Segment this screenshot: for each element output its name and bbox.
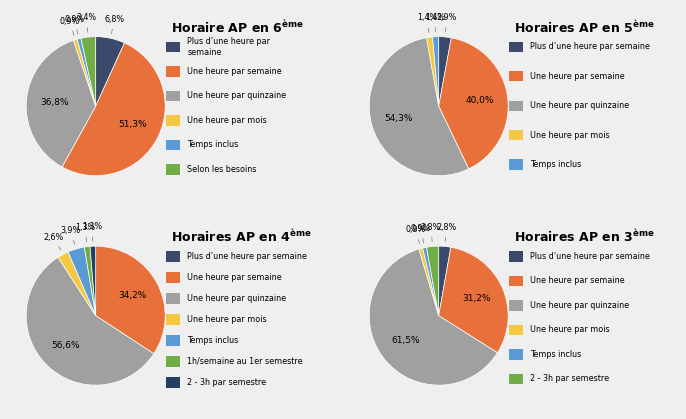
Text: Une heure par quinzaine: Une heure par quinzaine <box>530 301 630 310</box>
FancyBboxPatch shape <box>166 164 180 175</box>
Text: Selon les besoins: Selon les besoins <box>187 165 257 174</box>
Wedge shape <box>95 37 124 106</box>
Text: Horaires AP en 5$^{\mathbf{ème}}$: Horaires AP en 5$^{\mathbf{ème}}$ <box>514 18 655 35</box>
FancyBboxPatch shape <box>166 293 180 303</box>
FancyBboxPatch shape <box>166 42 180 52</box>
Text: 61,5%: 61,5% <box>391 336 420 345</box>
Wedge shape <box>423 247 438 316</box>
FancyBboxPatch shape <box>166 140 180 150</box>
Wedge shape <box>26 257 154 385</box>
FancyBboxPatch shape <box>509 325 523 335</box>
Text: 40,0%: 40,0% <box>466 96 495 105</box>
Text: 2,6%: 2,6% <box>44 233 64 250</box>
Text: Temps inclus: Temps inclus <box>187 140 239 150</box>
Wedge shape <box>419 248 438 316</box>
Text: 1,3%: 1,3% <box>75 223 95 242</box>
Text: Une heure par semaine: Une heure par semaine <box>530 277 625 285</box>
Text: 54,3%: 54,3% <box>385 114 413 124</box>
FancyBboxPatch shape <box>166 272 180 282</box>
FancyBboxPatch shape <box>166 356 180 367</box>
Wedge shape <box>438 38 508 169</box>
FancyBboxPatch shape <box>509 42 523 52</box>
Wedge shape <box>90 246 95 316</box>
Text: Horaire AP en 6$^{\mathbf{ème}}$: Horaire AP en 6$^{\mathbf{ème}}$ <box>172 18 305 35</box>
Text: 0,9%: 0,9% <box>64 16 84 34</box>
FancyBboxPatch shape <box>509 101 523 111</box>
FancyBboxPatch shape <box>166 378 180 388</box>
Text: Temps inclus: Temps inclus <box>530 350 582 359</box>
Text: 51,3%: 51,3% <box>119 120 147 129</box>
Wedge shape <box>95 246 165 354</box>
FancyBboxPatch shape <box>166 91 180 101</box>
FancyBboxPatch shape <box>509 130 523 140</box>
Text: 56,6%: 56,6% <box>51 341 80 349</box>
Text: 34,2%: 34,2% <box>118 291 147 300</box>
FancyBboxPatch shape <box>509 300 523 310</box>
Wedge shape <box>84 246 95 316</box>
Text: 1,4%: 1,4% <box>425 13 445 32</box>
Wedge shape <box>73 39 95 106</box>
Wedge shape <box>438 37 451 106</box>
Text: Horaires AP en 3$^{\mathbf{ème}}$: Horaires AP en 3$^{\mathbf{ème}}$ <box>514 228 655 245</box>
Wedge shape <box>438 247 508 353</box>
Wedge shape <box>433 37 438 106</box>
Text: Temps inclus: Temps inclus <box>530 160 582 169</box>
Text: 2,8%: 2,8% <box>436 222 457 242</box>
Text: Plus d’une heure par semaine: Plus d’une heure par semaine <box>530 252 650 261</box>
Text: 2,9%: 2,9% <box>436 13 457 32</box>
Text: Une heure par mois: Une heure par mois <box>187 315 267 324</box>
Text: 0,9%: 0,9% <box>410 224 431 243</box>
Text: 1,3%: 1,3% <box>82 222 102 241</box>
Wedge shape <box>58 252 95 316</box>
Wedge shape <box>427 246 438 316</box>
Wedge shape <box>62 43 165 176</box>
Text: Une heure par mois: Une heure par mois <box>530 131 610 140</box>
Wedge shape <box>77 38 95 106</box>
Text: 3,4%: 3,4% <box>76 13 96 32</box>
FancyBboxPatch shape <box>509 374 523 384</box>
Text: 36,8%: 36,8% <box>40 98 69 107</box>
FancyBboxPatch shape <box>166 66 180 77</box>
Text: Plus d’une heure par semaine: Plus d’une heure par semaine <box>187 252 307 261</box>
Text: Une heure par mois: Une heure par mois <box>530 326 610 334</box>
Text: 2,8%: 2,8% <box>421 222 441 242</box>
FancyBboxPatch shape <box>509 349 523 360</box>
Wedge shape <box>26 40 95 167</box>
Text: Une heure par semaine: Une heure par semaine <box>530 72 625 81</box>
FancyBboxPatch shape <box>166 335 180 346</box>
Text: 1,4%: 1,4% <box>417 13 437 32</box>
FancyBboxPatch shape <box>166 251 180 261</box>
Text: Une heure par mois: Une heure par mois <box>187 116 267 125</box>
Wedge shape <box>427 37 438 106</box>
Text: Une heure par quinzaine: Une heure par quinzaine <box>187 91 287 101</box>
Text: 2 - 3h par semestre: 2 - 3h par semestre <box>187 378 266 387</box>
FancyBboxPatch shape <box>509 159 523 170</box>
Text: 6,8%: 6,8% <box>104 15 125 34</box>
Text: 31,2%: 31,2% <box>462 294 491 303</box>
Wedge shape <box>438 246 451 316</box>
Text: Plus d’une heure par
semaine: Plus d’une heure par semaine <box>187 37 270 57</box>
Text: Une heure par quinzaine: Une heure par quinzaine <box>187 294 287 303</box>
Text: 2 - 3h par semestre: 2 - 3h par semestre <box>530 375 609 383</box>
FancyBboxPatch shape <box>509 71 523 81</box>
Wedge shape <box>81 37 95 106</box>
Text: Une heure par semaine: Une heure par semaine <box>187 67 282 76</box>
Text: 1h/semaine au 1er semestre: 1h/semaine au 1er semestre <box>187 357 303 366</box>
Text: Temps inclus: Temps inclus <box>187 336 239 345</box>
Text: Plus d’une heure par semaine: Plus d’une heure par semaine <box>530 42 650 52</box>
FancyBboxPatch shape <box>509 251 523 261</box>
Wedge shape <box>369 38 469 176</box>
Text: Une heure par quinzaine: Une heure par quinzaine <box>530 101 630 110</box>
FancyBboxPatch shape <box>166 115 180 126</box>
Wedge shape <box>369 249 497 385</box>
Text: Une heure par semaine: Une heure par semaine <box>187 273 282 282</box>
Wedge shape <box>68 247 95 316</box>
Text: 0,9%: 0,9% <box>405 225 426 244</box>
Text: 0,9%: 0,9% <box>60 17 80 35</box>
Text: 3,9%: 3,9% <box>60 226 81 244</box>
FancyBboxPatch shape <box>509 276 523 286</box>
Text: Horaires AP en 4$^{\mathbf{ème}}$: Horaires AP en 4$^{\mathbf{ème}}$ <box>172 228 312 245</box>
FancyBboxPatch shape <box>166 314 180 325</box>
